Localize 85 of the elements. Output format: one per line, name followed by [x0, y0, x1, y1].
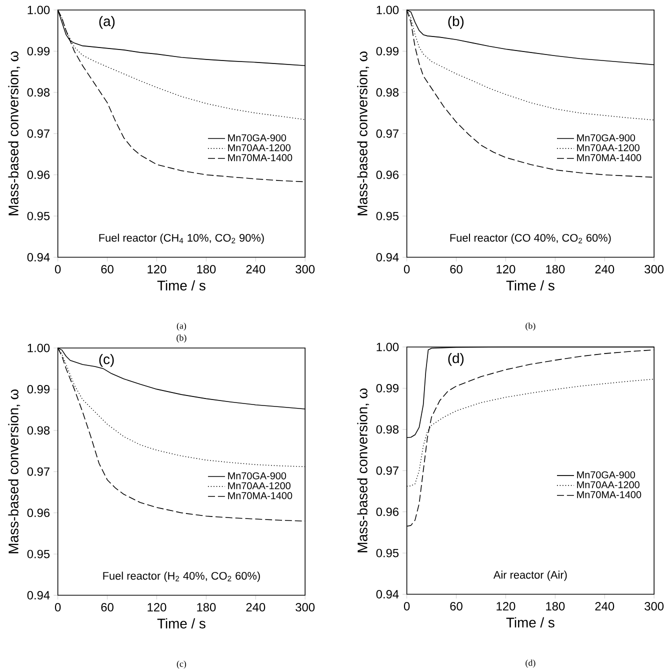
x-tick-label: 60: [450, 264, 462, 274]
y-tick-label: 0.96: [376, 508, 399, 516]
x-tick-label: 300: [644, 602, 664, 610]
y-tick-label: 0.97: [27, 129, 50, 138]
y-tick-label: 1.00: [28, 6, 50, 14]
x-tick-label: 0: [404, 602, 410, 610]
legend-label: Mn70AA-1200: [228, 482, 290, 490]
y-axis-title: Mass-based conversion, ω: [357, 388, 370, 552]
annotation: (c): [99, 354, 114, 367]
legend-label: Mn70MA-1400: [228, 492, 292, 500]
x-tick-label: 60: [101, 264, 114, 274]
y-tick-label: 0.98: [27, 88, 50, 97]
x-tick-label: 120: [148, 264, 166, 274]
y-tick-label: 0.95: [376, 548, 399, 558]
y-tick-label: 0.98: [376, 88, 399, 97]
x-tick-label: 240: [246, 264, 266, 274]
legend-label: Mn70MA-1400: [228, 154, 292, 162]
annotation: Fuel reactor (CO 40%, CO$_{2}$ 60%): [450, 234, 611, 244]
legend-label: Mn70MA-1400: [577, 491, 642, 498]
y-tick-label: 0.99: [376, 46, 398, 56]
y-tick-label: 0.98: [27, 426, 50, 435]
annotation: Fuel reactor (H$_{2}$ 40%, CO$_{2}$ 60%): [103, 572, 260, 582]
annotation: (d): [448, 352, 464, 366]
annotation: (b): [448, 16, 464, 29]
x-tick-label: 240: [595, 264, 614, 274]
legend-label: Mn70GA-900: [228, 472, 286, 480]
y-tick-label: 0.99: [376, 384, 398, 392]
y-tick-label: 0.96: [376, 170, 399, 180]
y-axis-title: Mass-based conversion, ω: [8, 51, 20, 216]
legend-label: Mn70AA-1200: [577, 144, 640, 152]
text: (b): [526, 322, 536, 331]
legend-label: Mn70MA-1400: [577, 154, 642, 162]
text: (d): [526, 660, 536, 668]
y-tick-label: 0.97: [376, 129, 398, 138]
legend-label: Mn70GA-900: [228, 134, 286, 142]
x-tick-label: 180: [546, 264, 565, 274]
x-axis-title: Time / s: [157, 618, 206, 628]
x-tick-label: 120: [148, 603, 166, 612]
y-tick-label: 0.97: [376, 466, 398, 475]
y-tick-label: 1.00: [376, 6, 399, 14]
y-tick-label: 0.99: [27, 384, 50, 394]
y-tick-label: 1.00: [28, 344, 50, 352]
x-tick-label: 300: [296, 603, 315, 612]
x-tick-label: 240: [595, 602, 614, 610]
x-tick-label: 180: [546, 602, 565, 610]
y-tick-label: 0.97: [27, 467, 50, 476]
x-axis-title: Time / s: [506, 617, 554, 628]
y-tick-label: 0.94: [27, 591, 50, 600]
x-tick-label: 0: [54, 264, 61, 274]
y-tick-label: 0.95: [376, 212, 399, 220]
x-axis-title: Time / s: [506, 280, 554, 290]
x-tick-label: 300: [644, 264, 664, 274]
annotation: (a): [99, 16, 115, 29]
x-tick-label: 60: [101, 603, 114, 612]
x-tick-label: 60: [450, 602, 462, 610]
x-axis-title: Time / s: [157, 280, 206, 290]
legend-label: Mn70GA-900: [577, 471, 636, 478]
legend-label: Mn70AA-1200: [228, 144, 290, 152]
legend-label: Mn70GA-900: [577, 134, 636, 142]
text: (c): [176, 660, 186, 669]
y-tick-label: 0.96: [27, 508, 50, 518]
x-tick-label: 120: [496, 264, 516, 274]
x-tick-label: 0: [404, 264, 410, 274]
y-axis-title: Mass-based conversion, ω: [8, 389, 20, 554]
y-tick-label: 0.95: [27, 212, 50, 220]
x-tick-label: 240: [246, 603, 266, 612]
y-tick-label: 0.94: [27, 253, 50, 262]
y-tick-label: 0.95: [27, 550, 50, 558]
y-tick-label: 0.99: [27, 46, 50, 56]
text: (a): [176, 322, 186, 331]
y-tick-label: 0.94: [376, 253, 399, 262]
x-tick-label: 120: [496, 602, 516, 610]
annotation: Fuel reactor (CH$_{4}$ 10%, CO$_{2}$ 90%): [99, 234, 264, 244]
x-tick-label: 300: [296, 264, 315, 274]
x-tick-label: 180: [197, 264, 216, 274]
y-tick-label: 0.94: [376, 590, 399, 598]
y-tick-label: 0.98: [376, 425, 399, 434]
y-axis-title: Mass-based conversion, ω: [357, 51, 370, 216]
y-tick-label: 0.96: [27, 170, 50, 180]
text: (b): [176, 334, 186, 343]
x-tick-label: 180: [197, 603, 216, 612]
annotation: Air reactor (Air): [493, 570, 567, 581]
y-tick-label: 1.00: [376, 342, 399, 352]
x-tick-label: 0: [54, 603, 61, 612]
legend-label: Mn70AA-1200: [577, 481, 640, 488]
